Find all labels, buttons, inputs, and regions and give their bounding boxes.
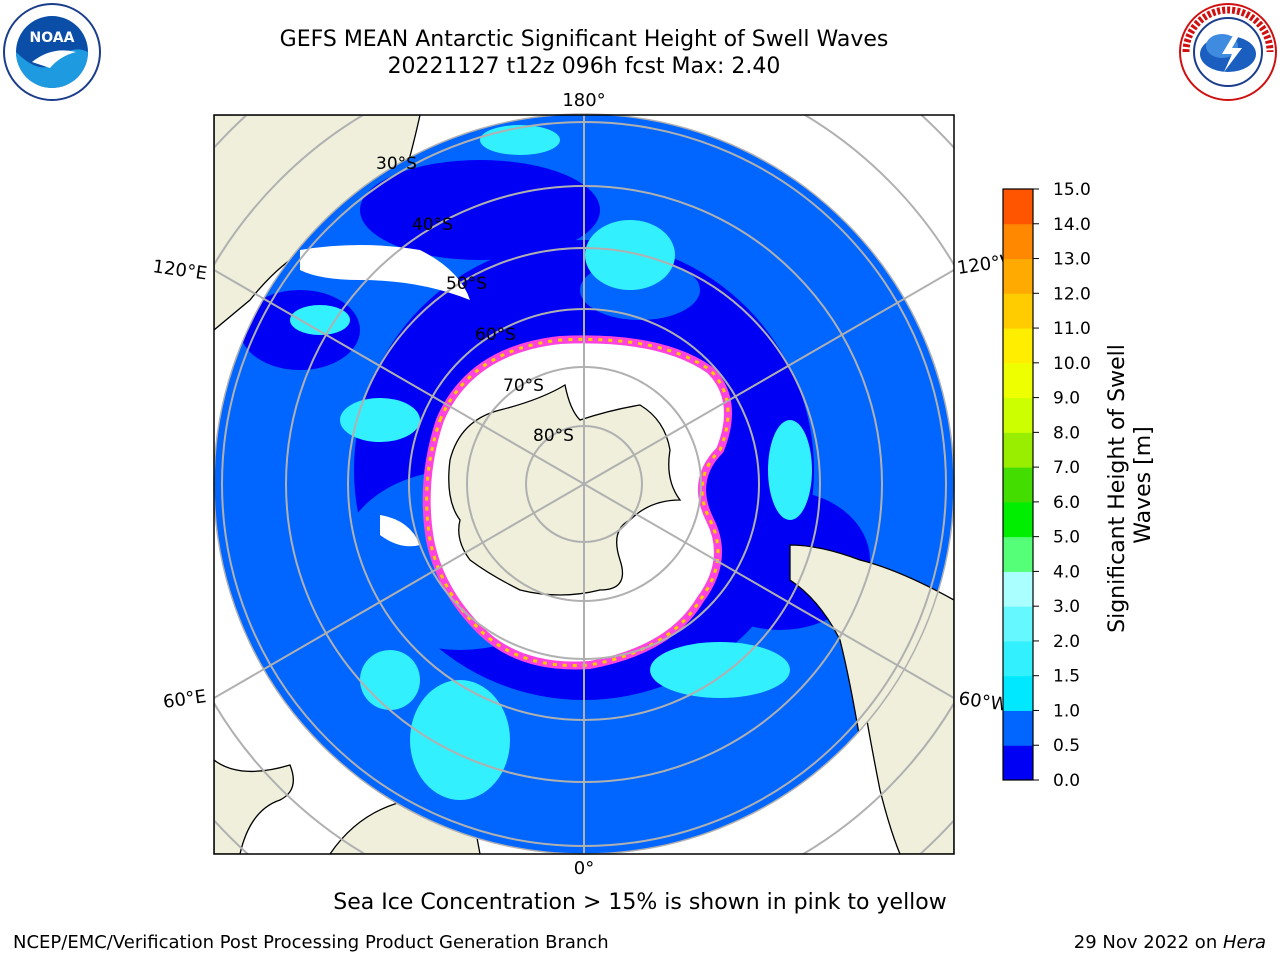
swell-patch-3 <box>410 680 510 800</box>
lat-label-60s: 60°S <box>475 325 516 345</box>
colorbar-block-14.0 <box>1003 189 1033 225</box>
colorbar-tick-label: 1.0 <box>1053 701 1080 721</box>
colorbar-block-2.0 <box>1003 606 1033 642</box>
colorbar-tick-label: 9.0 <box>1053 389 1080 409</box>
lat-label-50s: 50°S <box>446 274 487 294</box>
land-africa <box>214 759 294 854</box>
swell-patch-2 <box>340 398 420 442</box>
colorbar-block-0.5 <box>1003 710 1033 746</box>
svg-text:NOAA: NOAA <box>30 30 75 46</box>
sea-ice-note: Sea Ice Concentration > 15% is shown in … <box>333 890 947 915</box>
noaa-logo: NOAA <box>3 3 101 101</box>
footer-date: 29 Nov 2022 on Hera <box>1073 932 1266 953</box>
swell-patch-1 <box>585 220 675 290</box>
sea-ice-edge <box>425 337 730 668</box>
colorbar-tick-label: 2.0 <box>1053 632 1080 652</box>
swell-patch-6 <box>480 125 560 155</box>
map-subtitle: 20221127 t12z 096h fcst Max: 2.40 <box>387 54 781 79</box>
colorbar-block-6.0 <box>1003 467 1033 503</box>
swell-patch-5 <box>768 420 812 520</box>
colorbar-tick-label: 12.0 <box>1053 284 1091 304</box>
nws-logo <box>1179 3 1277 101</box>
colorbar-frame <box>1002 188 1034 781</box>
colorbar-tick-label: 1.5 <box>1053 667 1080 687</box>
footer-host: Hera <box>1222 932 1266 953</box>
lat-label-70s: 70°S <box>503 376 544 396</box>
colorbar-tick-label: 0.5 <box>1053 736 1080 756</box>
colorbar-block-13.0 <box>1003 223 1033 260</box>
colorbar-tick-label: 15.0 <box>1053 180 1091 200</box>
map-title: GEFS MEAN Antarctic Significant Height o… <box>279 27 889 52</box>
colorbar-tick-label: 3.0 <box>1053 597 1080 617</box>
lon-label-120e: 120°E <box>151 256 208 284</box>
lat-label-40s: 40°S <box>412 215 453 235</box>
colorbar-block-10.0 <box>1003 328 1033 364</box>
lon-label-180: 180° <box>562 90 605 111</box>
lon-label-60w: 60°W <box>957 688 1009 716</box>
colorbar-tick-label: 4.0 <box>1053 562 1080 582</box>
lon-label-0: 0° <box>574 858 594 879</box>
colorbar-block-11.0 <box>1003 293 1033 329</box>
colorbar-block-9.0 <box>1003 362 1033 399</box>
graticule <box>214 115 954 854</box>
colorbar-tick-label: 11.0 <box>1053 319 1091 339</box>
colorbar-block-3.0 <box>1003 571 1033 607</box>
swell-patch-4 <box>650 642 790 698</box>
colorbar-block-8.0 <box>1003 397 1033 433</box>
colorbar-tick-label: 13.0 <box>1053 250 1091 270</box>
colorbar-tick-label: 8.0 <box>1053 423 1080 443</box>
colorbar-block-12.0 <box>1003 258 1033 294</box>
lat-label-30s: 30°S <box>376 154 417 174</box>
colorbar-tick-label: 6.0 <box>1053 493 1080 513</box>
lon-label-60e: 60°E <box>162 686 208 713</box>
colorbar-block-7.0 <box>1003 432 1033 468</box>
colorbar-block-1.0 <box>1003 675 1033 711</box>
colorbar-block-5.0 <box>1003 501 1033 538</box>
colorbar: 0.0 0.5 1.0 1.5 2.0 3.0 4.0 5.0 6.0 7.0 8.0 9.0 10.0… <box>1002 180 1156 791</box>
colorbar-title: Significant Height of Swell Waves [m] <box>1105 337 1156 633</box>
colorbar-tick-label: 14.0 <box>1053 215 1091 235</box>
colorbar-tick-label: 7.0 <box>1053 458 1080 478</box>
colorbar-block-0.0 <box>1003 745 1033 781</box>
lat-label-80s: 80°S <box>533 426 574 446</box>
colorbar-tick-label: 0.0 <box>1053 771 1080 791</box>
land-antarctica <box>448 383 682 596</box>
colorbar-block-1.5 <box>1003 640 1033 677</box>
map-frame <box>213 114 955 855</box>
colorbar-tick-label: 5.0 <box>1053 528 1080 548</box>
colorbar-tick-label: 10.0 <box>1053 354 1091 374</box>
meridian-120w-60e <box>214 269 954 699</box>
colorbar-block-4.0 <box>1003 536 1033 572</box>
footer-credit: NCEP/EMC/Verification Post Processing Pr… <box>13 932 609 953</box>
